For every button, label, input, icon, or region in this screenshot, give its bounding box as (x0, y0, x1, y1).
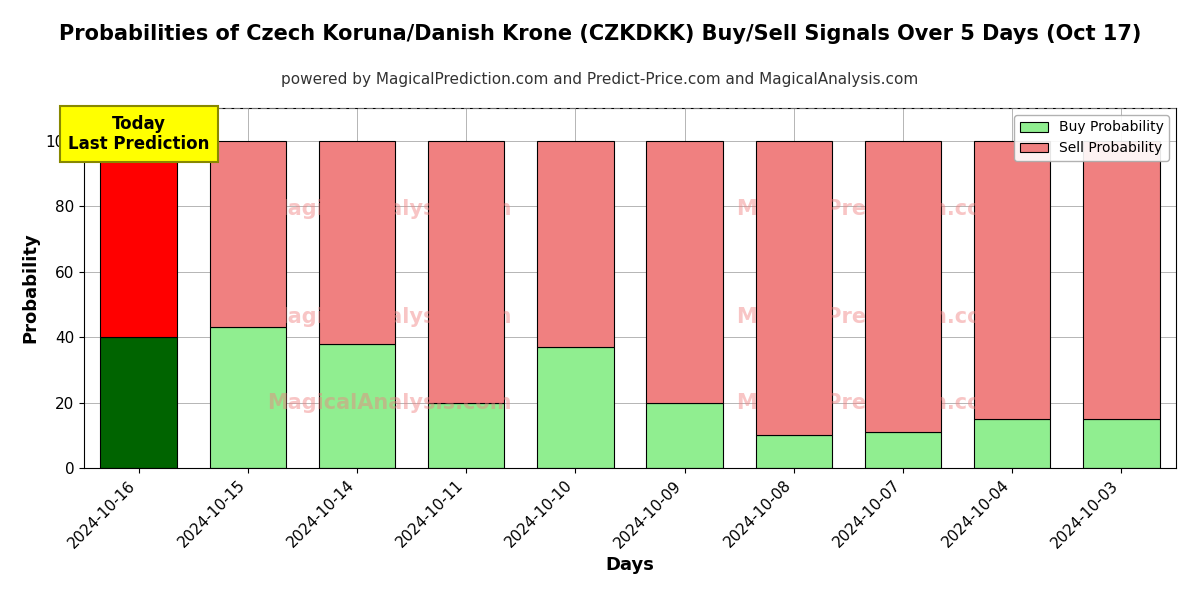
Legend: Buy Probability, Sell Probability: Buy Probability, Sell Probability (1014, 115, 1169, 161)
Text: Probabilities of Czech Koruna/Danish Krone (CZKDKK) Buy/Sell Signals Over 5 Days: Probabilities of Czech Koruna/Danish Kro… (59, 24, 1141, 44)
Bar (319, 344, 395, 468)
Bar (756, 141, 832, 435)
Bar (428, 141, 504, 403)
Bar (538, 141, 613, 347)
Text: MagicalAnalysis.com: MagicalAnalysis.com (268, 199, 512, 219)
Text: MagicalPrediction.com: MagicalPrediction.com (737, 307, 1004, 327)
Bar (210, 141, 286, 327)
Bar (319, 141, 395, 344)
Bar (538, 347, 613, 468)
Bar (865, 432, 941, 468)
Bar (647, 403, 722, 468)
Text: MagicalPrediction.com: MagicalPrediction.com (737, 199, 1004, 219)
Bar (974, 419, 1050, 468)
Bar (1084, 141, 1159, 419)
Text: MagicalAnalysis.com: MagicalAnalysis.com (268, 307, 512, 327)
Bar (101, 337, 176, 468)
Text: MagicalAnalysis.com: MagicalAnalysis.com (268, 393, 512, 413)
Text: powered by MagicalPrediction.com and Predict-Price.com and MagicalAnalysis.com: powered by MagicalPrediction.com and Pre… (281, 72, 919, 87)
Bar (1084, 419, 1159, 468)
Bar (101, 141, 176, 337)
X-axis label: Days: Days (606, 556, 654, 574)
Bar (210, 327, 286, 468)
Bar (647, 141, 722, 403)
Bar (865, 141, 941, 432)
Y-axis label: Probability: Probability (22, 233, 40, 343)
Bar (428, 403, 504, 468)
Bar (756, 435, 832, 468)
Bar (974, 141, 1050, 419)
Text: MagicalPrediction.com: MagicalPrediction.com (737, 393, 1004, 413)
Text: Today
Last Prediction: Today Last Prediction (68, 115, 209, 154)
